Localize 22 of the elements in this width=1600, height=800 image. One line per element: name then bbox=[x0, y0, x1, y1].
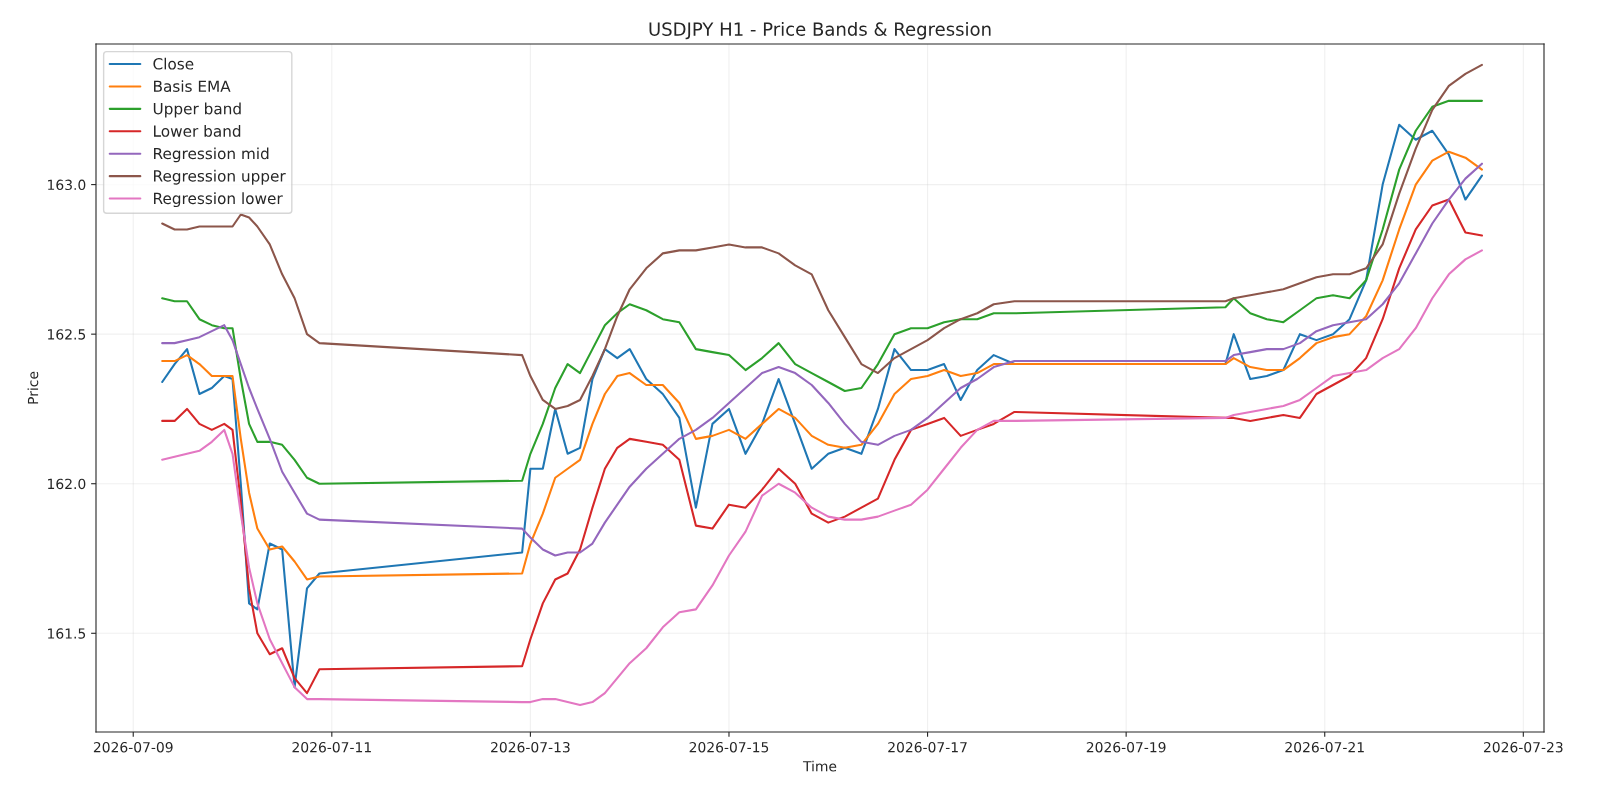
x-axis-title: Time bbox=[802, 760, 837, 772]
legend-label: Upper band bbox=[153, 102, 241, 118]
x-tick-label: 2026-07-17 bbox=[888, 741, 967, 753]
legend-label: Regression lower bbox=[154, 192, 283, 208]
legend-label: Lower band bbox=[154, 125, 241, 137]
legend-label: Close bbox=[153, 57, 194, 70]
y-tick-label: 162.5 bbox=[48, 329, 86, 340]
legend-label: Basis EMA bbox=[154, 80, 231, 92]
legend-label: Regression upper bbox=[154, 169, 286, 185]
x-tick-label: 2026-07-19 bbox=[1086, 741, 1166, 753]
y-tick-label: 162.0 bbox=[48, 478, 86, 490]
x-tick-label: 2026-07-15 bbox=[689, 741, 769, 753]
y-tick-label: 163.0 bbox=[48, 179, 86, 191]
x-tick-label: 2026-07-23 bbox=[1483, 741, 1563, 753]
y-tick-label: 161.5 bbox=[48, 628, 86, 639]
x-tick-label: 2026-07-13 bbox=[491, 741, 570, 753]
x-tick-label: 2026-07-09 bbox=[93, 741, 173, 753]
chart-title: USDJPY H1 - Price Bands & Regression bbox=[649, 21, 991, 40]
legend-label: Regression mid bbox=[154, 147, 269, 163]
y-axis-title: Price bbox=[27, 371, 39, 404]
x-tick-label: 2026-07-11 bbox=[292, 741, 371, 753]
x-tick-label: 2026-07-21 bbox=[1285, 741, 1364, 753]
